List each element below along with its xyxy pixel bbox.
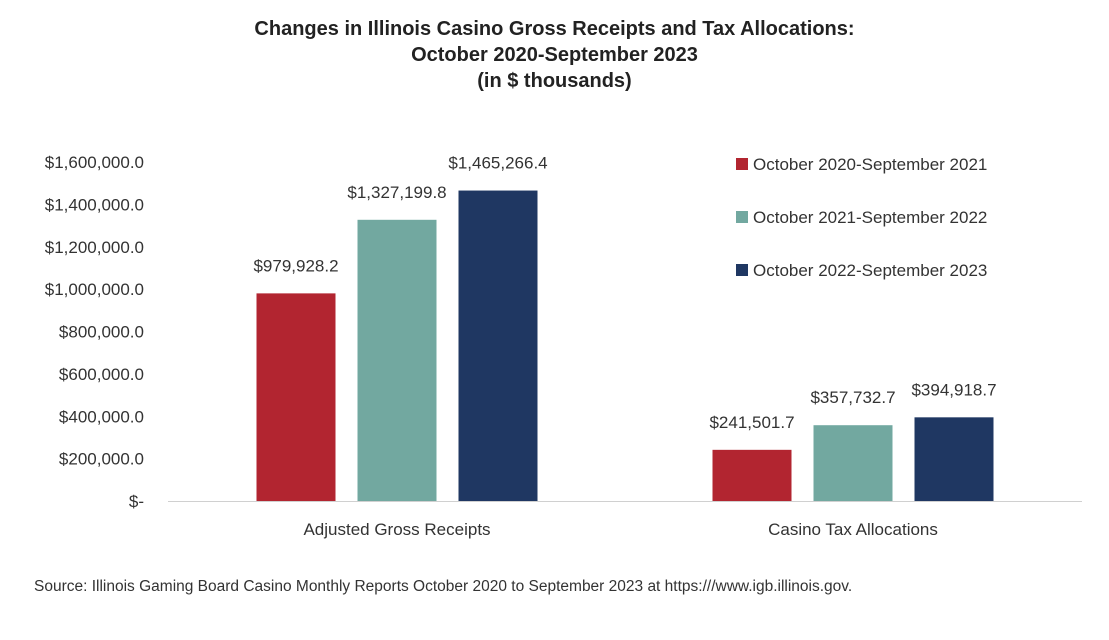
y-tick-label: $1,200,000.0 [45,238,144,257]
legend-label: October 2020-September 2021 [753,155,987,174]
chart-title: Changes in Illinois Casino Gross Receipt… [254,18,855,40]
bar-tax-allocations-series-2 [813,425,893,501]
legend-label: October 2022-September 2023 [753,261,987,280]
chart-subtitle-units: (in $ thousands) [477,70,632,92]
y-tick-label: $- [129,492,144,511]
legend-swatch [736,211,748,223]
legend-swatch [736,264,748,276]
bar-gross-receipts-series-1 [256,293,336,501]
data-label: $394,918.7 [911,380,996,399]
data-label: $357,732.7 [810,388,895,407]
data-label: $1,327,199.8 [347,183,446,202]
data-label: $979,928.2 [253,256,338,275]
data-label: $1,465,266.4 [448,154,547,173]
bar-gross-receipts-series-2 [357,219,437,501]
chart-title-block: Changes in Illinois Casino Gross Receipt… [0,16,1109,94]
y-tick-label: $1,600,000.0 [45,153,144,172]
legend-swatch [736,158,748,170]
legend-label: October 2021-September 2022 [753,208,987,227]
x-category-label: Adjusted Gross Receipts [303,520,490,539]
y-tick-label: $400,000.0 [59,407,144,426]
bar-tax-allocations-series-3 [914,417,994,501]
bar-gross-receipts-series-3 [458,190,538,501]
data-label: $241,501.7 [709,413,794,432]
y-tick-label: $800,000.0 [59,323,144,342]
x-category-label: Casino Tax Allocations [768,520,938,539]
y-tick-label: $600,000.0 [59,365,144,384]
chart-subtitle: October 2020-September 2023 [411,44,698,66]
bar-tax-allocations-series-1 [712,449,792,501]
y-tick-label: $1,000,000.0 [45,280,144,299]
y-tick-label: $1,400,000.0 [45,195,144,214]
source-note: Source: Illinois Gaming Board Casino Mon… [34,578,853,595]
y-tick-label: $200,000.0 [59,450,144,469]
